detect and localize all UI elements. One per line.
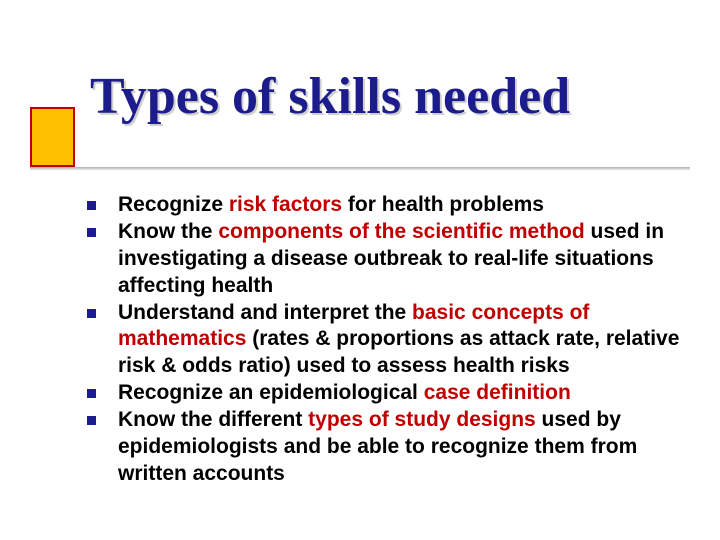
- text-post: for health problems: [342, 193, 544, 216]
- slide: Types of skills needed Recognize risk fa…: [0, 0, 720, 540]
- text-highlight: components of the scientific method: [218, 220, 584, 243]
- slide-title: Types of skills needed: [90, 67, 570, 126]
- accent-block: [30, 107, 75, 167]
- list-item: Know the components of the scientific me…: [80, 219, 690, 300]
- bullet-list: Recognize risk factors for health proble…: [80, 192, 690, 488]
- title-underline: [30, 167, 690, 170]
- content-area: Recognize risk factors for health proble…: [80, 192, 690, 488]
- text-highlight: case definition: [424, 381, 571, 404]
- text-pre: Know the different: [118, 408, 308, 431]
- text-pre: Understand and interpret the: [118, 301, 412, 324]
- list-item: Recognize an epidemiological case defini…: [80, 380, 690, 407]
- list-item: Know the different types of study design…: [80, 407, 690, 488]
- text-pre: Recognize: [118, 193, 229, 216]
- list-item: Recognize risk factors for health proble…: [80, 192, 690, 219]
- text-pre: Recognize an epidemiological: [118, 381, 424, 404]
- text-highlight: risk factors: [229, 193, 342, 216]
- text-pre: Know the: [118, 220, 218, 243]
- list-item: Understand and interpret the basic conce…: [80, 300, 690, 381]
- text-highlight: types of study designs: [308, 408, 536, 431]
- title-bar: Types of skills needed: [30, 62, 690, 170]
